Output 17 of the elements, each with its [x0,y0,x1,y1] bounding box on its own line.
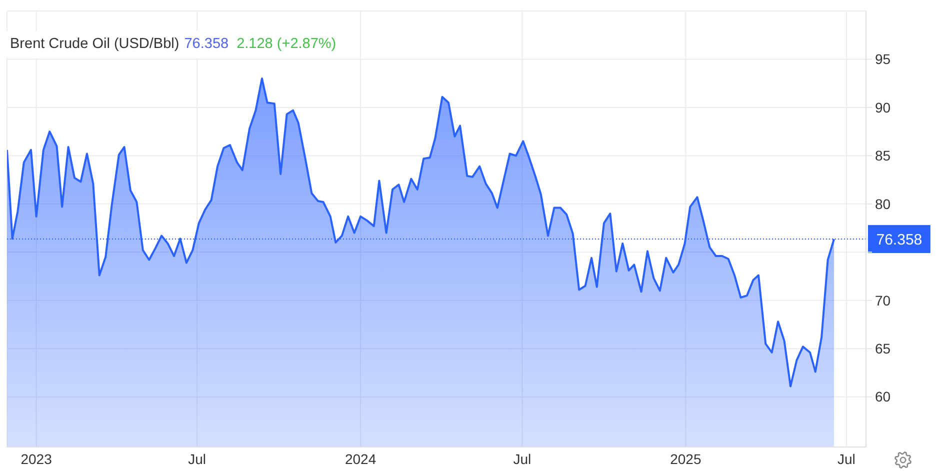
annotation: 76.358 [184,36,229,52]
y-tick-label: 85 [875,148,891,164]
y-tick-label: 65 [875,340,891,357]
x-tick-label: 2023 [20,450,52,467]
y-tick-label: 70 [875,292,891,308]
ref-line-label: 76.358 [876,231,922,248]
y-tick-label: 95 [875,51,891,68]
annotation: 2.128 (+2.87%) [236,36,336,52]
y-tick-label: 60 [875,388,891,405]
y-tick-label: 90 [875,99,891,116]
text: Brent Crude Oil (USD/Bbl) [10,36,180,52]
x-tick-label: 2025 [670,450,702,467]
y-tick-label: 80 [875,196,891,212]
x-tick-label: Jul [513,450,532,467]
x-tick-label: Jul [838,450,856,467]
x-tick-label: Jul [188,450,206,467]
x-tick-label: 2024 [344,450,376,467]
